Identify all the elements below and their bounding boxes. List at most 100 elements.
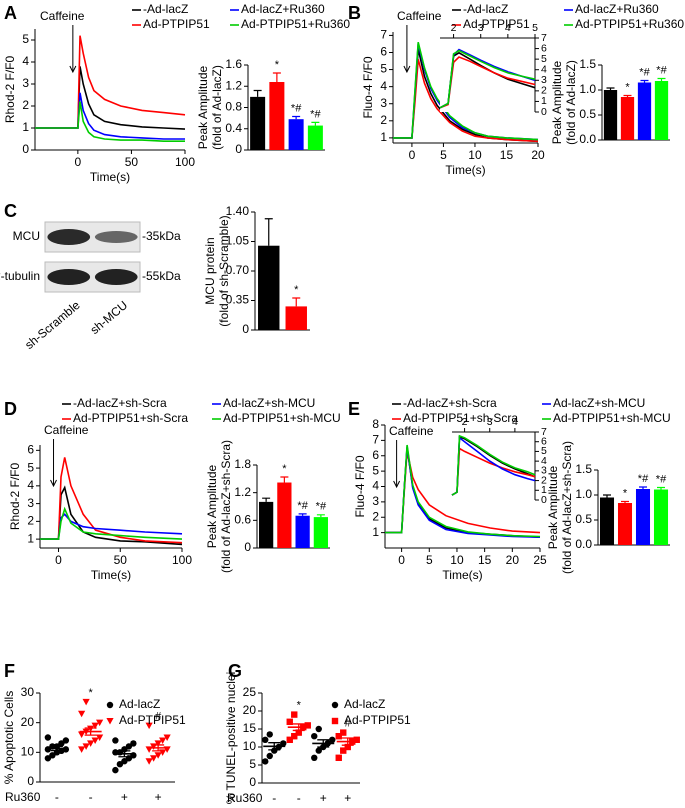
significance-mark: *: [275, 59, 280, 71]
significance-mark: *#: [638, 473, 649, 485]
significance-mark: *#: [656, 64, 667, 76]
legend-label: Ad-PTPIP51+Ru360: [575, 17, 684, 31]
bar: [295, 515, 310, 548]
row-label: Ru360: [227, 791, 263, 805]
y-tick-label: 6: [541, 42, 547, 54]
y-tick-label: 5: [380, 62, 387, 76]
blot-panel: [44, 261, 141, 293]
x-tick-label: 4: [512, 416, 518, 428]
y-tick-label: 5: [249, 757, 256, 771]
legend-label: Ad-PTPIP51: [463, 17, 530, 31]
sem-bar: [50, 745, 63, 752]
error-bar: [262, 497, 271, 502]
y-axis-label: Rhod-2 F/F0: [8, 462, 22, 530]
y-axis-label: (fold of sh-Scramble): [217, 215, 231, 326]
blot-band: [47, 269, 91, 285]
y-tick-label: 0.6: [234, 513, 251, 527]
y-axis-label: (fold of Ad-lacZ): [564, 60, 578, 145]
y-tick-label: 1.2: [225, 78, 242, 92]
error-bar: [621, 500, 629, 503]
x-tick-label: 4: [505, 22, 511, 34]
y-tick-label: 7: [541, 32, 547, 44]
data-point: [49, 752, 56, 759]
x-axis-label: Time(s): [445, 163, 485, 177]
y-axis-label: Peak Amplitude: [205, 464, 219, 548]
legend-marker: [106, 718, 114, 725]
error-bar: [657, 77, 666, 81]
legend-label: Ad-lacZ+sh-MCU: [553, 396, 645, 410]
bar: [620, 97, 635, 140]
data-point: [286, 736, 293, 743]
panel-label: C: [4, 201, 17, 221]
sem-bar: [118, 750, 131, 758]
bar: [603, 90, 618, 140]
data-point: [291, 733, 298, 740]
y-axis-label: Fluo-4 F/F0: [361, 56, 375, 118]
y-tick-label: 3: [22, 76, 29, 90]
data-point: [344, 743, 351, 751]
data-point: [91, 737, 99, 744]
y-tick-label: 5: [27, 460, 34, 474]
data-point: [266, 731, 273, 738]
y-tick-label: 5: [372, 463, 379, 477]
data-point: [82, 743, 90, 750]
y-tick-label: 4: [541, 455, 547, 467]
x-tick-label: 100: [175, 155, 195, 169]
significance-mark: *: [88, 687, 93, 699]
x-tick-label: 2: [451, 22, 457, 34]
y-tick-label: 0.0: [575, 537, 592, 551]
data-point: [315, 725, 322, 733]
data-point: [121, 758, 128, 765]
x-tick-label: 10: [468, 148, 482, 162]
data-point: [44, 755, 52, 762]
y-tick-label: 4: [27, 478, 34, 492]
blot-row-label: MCU: [13, 229, 40, 243]
data-point: [154, 752, 162, 759]
legend-marker: [331, 701, 339, 709]
legend-label: Ad-lacZ+sh-MCU: [223, 396, 315, 410]
x-tick-label: 15: [478, 553, 492, 567]
row-category-label: +: [344, 791, 351, 805]
legend-label: Ad-PTPIP51+sh-Scra: [403, 411, 518, 425]
y-tick-label: 1.40: [226, 204, 250, 218]
legend-label: Ad-PTPIP51+sh-MCU: [553, 411, 671, 425]
data-point: [58, 740, 65, 747]
data-point: [91, 722, 99, 730]
x-axis-label: Time(s): [91, 568, 131, 582]
y-tick-label: 6: [372, 448, 379, 462]
y-tick-label: 20: [243, 703, 257, 717]
y-axis-label: % TUNEL-positive nuclei: [224, 672, 238, 805]
legend-label: -Ad-lacZ: [143, 2, 188, 16]
data-point: [271, 747, 278, 754]
error-bar: [623, 94, 632, 97]
y-tick-label: 30: [21, 685, 35, 699]
error-bar: [311, 121, 320, 126]
y-tick-label: 0: [541, 106, 547, 118]
y-tick-label: 0: [541, 494, 547, 506]
y-axis-label: Peak Amplitude: [550, 60, 564, 144]
legend-label: Ad-PTPIP51: [344, 713, 411, 727]
blot-size-label: -55kDa: [142, 269, 181, 283]
bar: [313, 517, 328, 548]
blot-band: [94, 269, 138, 285]
y-axis-label: % Apoptotic Cells: [2, 691, 16, 784]
sem-bar: [268, 742, 281, 751]
y-tick-label: 1.2: [234, 485, 251, 499]
y-tick-label: 0: [244, 540, 251, 554]
error-bar: [657, 486, 665, 490]
row-category-label: -: [272, 791, 276, 805]
y-tick-label: 3: [372, 494, 379, 508]
y-tick-label: 7: [541, 426, 547, 438]
error-bar: [606, 87, 615, 90]
data-point: [266, 752, 273, 760]
y-tick-label: 7: [380, 28, 387, 42]
y-tick-label: 5: [22, 32, 29, 46]
bar: [277, 482, 292, 548]
x-tick-label: 5: [440, 148, 447, 162]
data-point: [78, 710, 86, 718]
data-point: [145, 758, 153, 765]
data-point: [154, 740, 162, 747]
row-category-label: -: [55, 790, 59, 804]
